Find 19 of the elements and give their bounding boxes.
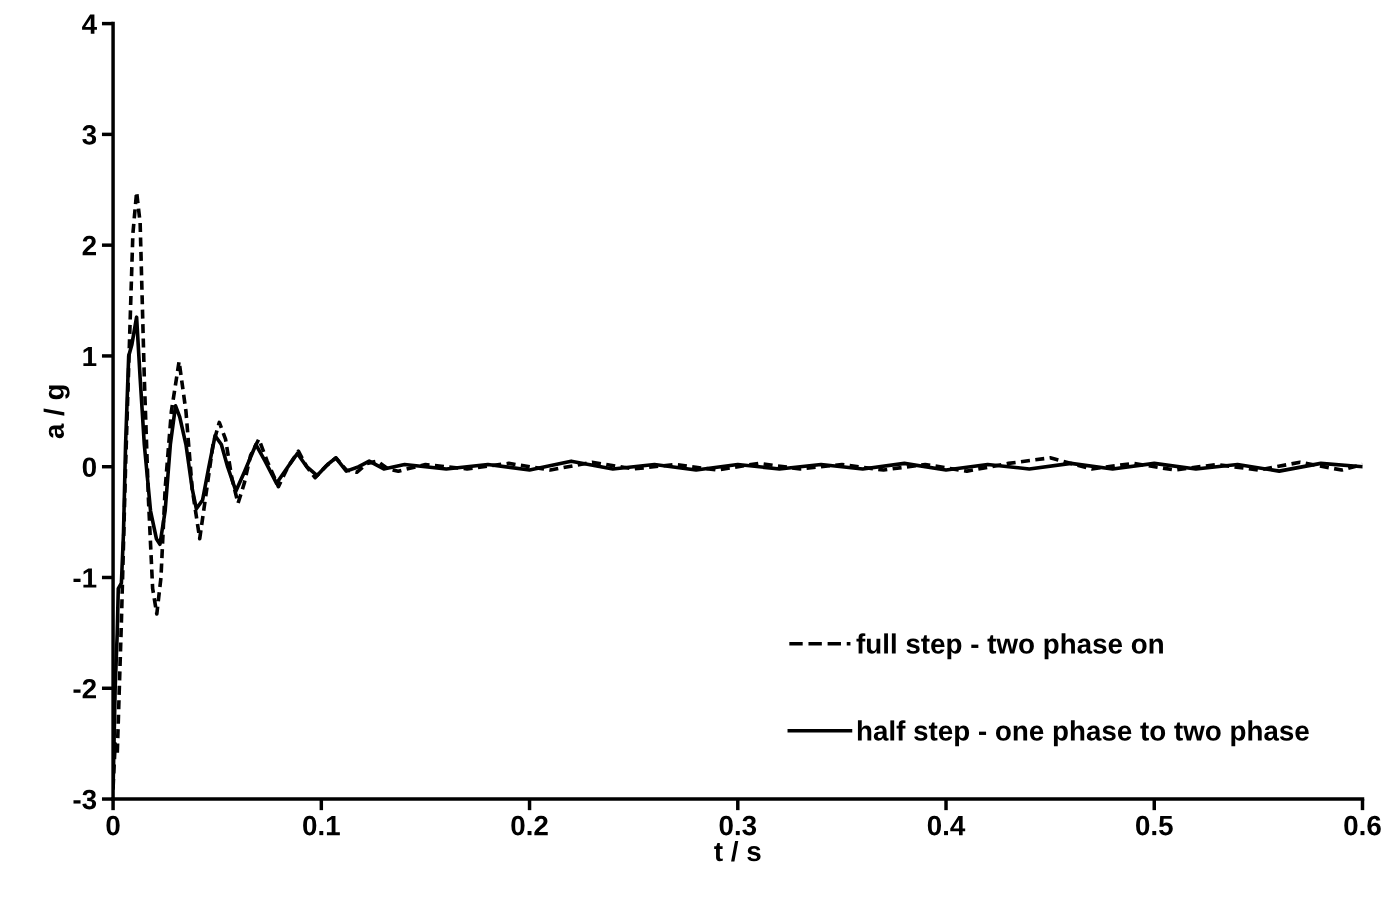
x-axis-title: t / s bbox=[714, 840, 761, 862]
y-tick-label: 2 bbox=[82, 235, 96, 256]
x-tick-label: 0 bbox=[106, 815, 120, 836]
y-tick-label: 1 bbox=[83, 346, 97, 366]
y-tick-label: -3 bbox=[73, 789, 97, 810]
x-tick-label: 0.6 bbox=[1344, 815, 1381, 836]
y-axis-title: a / g bbox=[43, 385, 70, 439]
x-tick-label: 0.4 bbox=[927, 815, 966, 836]
y-tick-label: -2 bbox=[73, 678, 96, 699]
x-tick-label: 0.5 bbox=[1136, 815, 1173, 836]
x-tick-label: 0.2 bbox=[511, 815, 548, 836]
legend-label: half step - one phase to two phase bbox=[857, 720, 1309, 747]
y-tick-label: 4 bbox=[82, 14, 97, 34]
x-tick-label: 0.1 bbox=[303, 815, 340, 836]
y-tick-label: -1 bbox=[73, 568, 97, 588]
y-tick-label: 3 bbox=[82, 125, 97, 145]
legend-label: full step - two phase on bbox=[856, 633, 1163, 660]
y-tick-label: 0 bbox=[82, 457, 96, 478]
x-tick-label: 0.3 bbox=[719, 815, 757, 836]
